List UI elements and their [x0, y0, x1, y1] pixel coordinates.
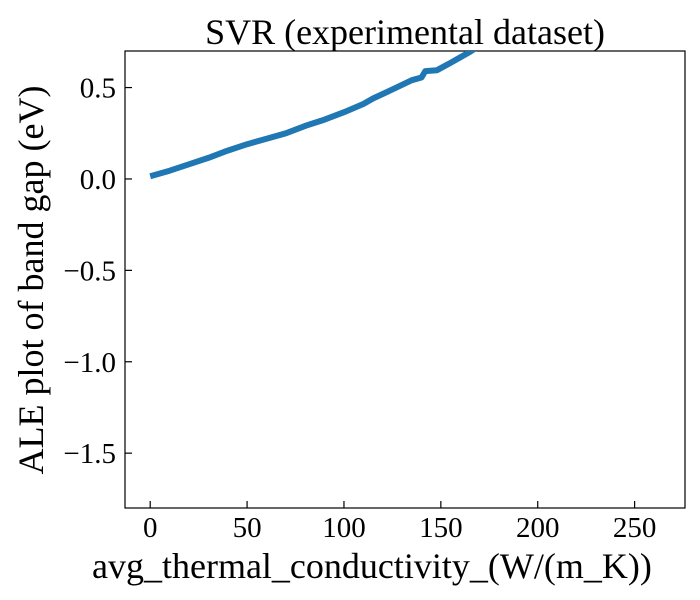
x-tick-label: 50: [233, 512, 262, 544]
x-tick-label: 100: [322, 512, 366, 544]
y-tick-label: 0.0: [80, 164, 116, 196]
y-tick-label: −1.5: [63, 438, 116, 470]
x-tick-label: 0: [143, 512, 158, 544]
x-tick-label: 250: [613, 512, 657, 544]
plot-area: [124, 50, 686, 509]
x-axis: 0 50 100 150 200 250: [143, 501, 656, 544]
chart-title: SVR (experimental dataset): [205, 12, 605, 52]
y-axis: 0.5 0.0 −0.5 −1.0 −1.5: [63, 73, 132, 470]
y-tick-label: 0.5: [80, 73, 116, 105]
y-tick-label: −0.5: [63, 255, 116, 287]
x-axis-label: avg_thermal_conductivity_(W/(m_K)): [92, 546, 652, 586]
y-tick-label: −1.0: [63, 347, 116, 379]
y-axis-label: ALE plot of band gap (eV): [11, 86, 51, 475]
x-tick-label: 200: [516, 512, 560, 544]
series-line: [149, 51, 477, 180]
x-tick-label: 150: [419, 512, 463, 544]
